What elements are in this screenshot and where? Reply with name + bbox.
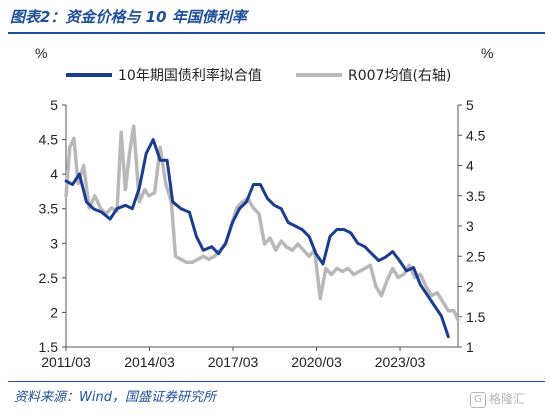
watermark: G 格隆汇 [470,390,525,408]
legend: 10年期国债利率拟合值 R007均值(右轴) [66,67,451,84]
footer-divider [8,381,545,382]
left-axis-unit: % [35,45,47,61]
gelonghui-logo-icon: G [470,391,486,408]
source-note: 资料来源：Wind，国盛证券研究所 [14,390,216,405]
series-lines [64,124,460,339]
x-tick-label: 2023/03 [375,354,426,370]
left-tick-label: 4.5 [39,132,59,148]
right-tick-label: 3.5 [466,188,486,204]
right-axis-unit: % [481,45,493,61]
x-tick-label: 2020/03 [291,354,342,370]
x-tick-label: 2017/03 [208,354,259,370]
left-tick-label: 2.5 [39,270,59,286]
right-tick-label: 1.5 [466,309,486,325]
series-line-10y [64,138,450,339]
x-tick-label: 2011/03 [41,354,91,370]
right-tick-label: 1 [466,339,474,355]
series-line-r007 [64,124,460,322]
title-divider [8,32,545,34]
axes: 1.5 2 2.5 3 3.5 4 4.5 5 1 1.5 2 2.5 3 3.5 4 4.5 5 2011/03… [39,97,486,370]
legend-label-10y: 10年期国债利率拟合值 [118,67,262,84]
left-tick-label: 4 [50,166,58,182]
watermark-text: 格隆汇 [489,392,526,406]
left-tick-label: 2 [50,304,58,320]
left-tick-label: 3 [50,235,58,251]
left-tick-label: 1.5 [39,339,59,355]
right-tick-label: 5 [466,97,474,113]
right-tick-label: 4.5 [466,127,486,143]
right-tick-label: 2.5 [466,248,486,264]
right-tick-label: 3 [466,218,474,234]
right-tick-label: 4 [466,158,474,174]
left-tick-label: 3.5 [39,201,59,217]
right-tick-label: 2 [466,279,474,295]
chart-title: 图表2：资金价格与 10 年国债利率 [10,8,247,26]
x-tick-label: 2014/03 [124,354,175,370]
left-tick-label: 5 [50,97,58,113]
legend-label-r007: R007均值(右轴) [348,68,451,84]
